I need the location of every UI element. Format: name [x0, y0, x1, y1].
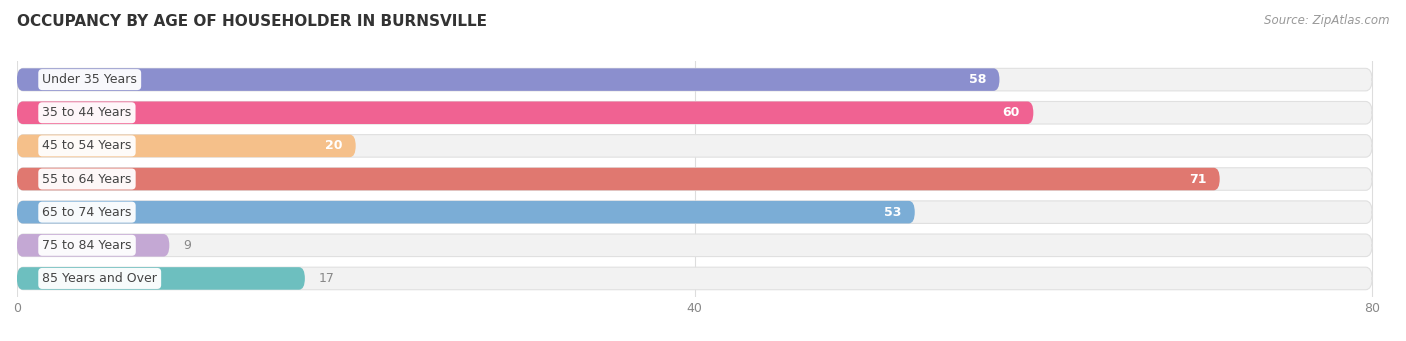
FancyBboxPatch shape	[17, 68, 1372, 91]
Text: 71: 71	[1188, 173, 1206, 186]
FancyBboxPatch shape	[17, 102, 1033, 124]
FancyBboxPatch shape	[17, 168, 1372, 190]
Text: 17: 17	[318, 272, 335, 285]
Text: 85 Years and Over: 85 Years and Over	[42, 272, 157, 285]
Text: 75 to 84 Years: 75 to 84 Years	[42, 239, 132, 252]
FancyBboxPatch shape	[17, 234, 1372, 256]
FancyBboxPatch shape	[17, 201, 915, 223]
Text: 58: 58	[969, 73, 986, 86]
Text: 53: 53	[884, 206, 901, 219]
Text: 65 to 74 Years: 65 to 74 Years	[42, 206, 132, 219]
FancyBboxPatch shape	[17, 135, 1372, 157]
Text: OCCUPANCY BY AGE OF HOUSEHOLDER IN BURNSVILLE: OCCUPANCY BY AGE OF HOUSEHOLDER IN BURNS…	[17, 14, 486, 29]
FancyBboxPatch shape	[17, 168, 1220, 190]
Text: Under 35 Years: Under 35 Years	[42, 73, 138, 86]
FancyBboxPatch shape	[17, 102, 1372, 124]
Text: 55 to 64 Years: 55 to 64 Years	[42, 173, 132, 186]
FancyBboxPatch shape	[17, 267, 305, 290]
Text: 9: 9	[183, 239, 191, 252]
Text: Source: ZipAtlas.com: Source: ZipAtlas.com	[1264, 14, 1389, 27]
Text: 45 to 54 Years: 45 to 54 Years	[42, 139, 132, 152]
Text: 60: 60	[1002, 106, 1019, 119]
FancyBboxPatch shape	[17, 68, 1000, 91]
Text: 20: 20	[325, 139, 342, 152]
FancyBboxPatch shape	[17, 234, 169, 256]
FancyBboxPatch shape	[17, 135, 356, 157]
FancyBboxPatch shape	[17, 201, 1372, 223]
Text: 35 to 44 Years: 35 to 44 Years	[42, 106, 132, 119]
FancyBboxPatch shape	[17, 267, 1372, 290]
